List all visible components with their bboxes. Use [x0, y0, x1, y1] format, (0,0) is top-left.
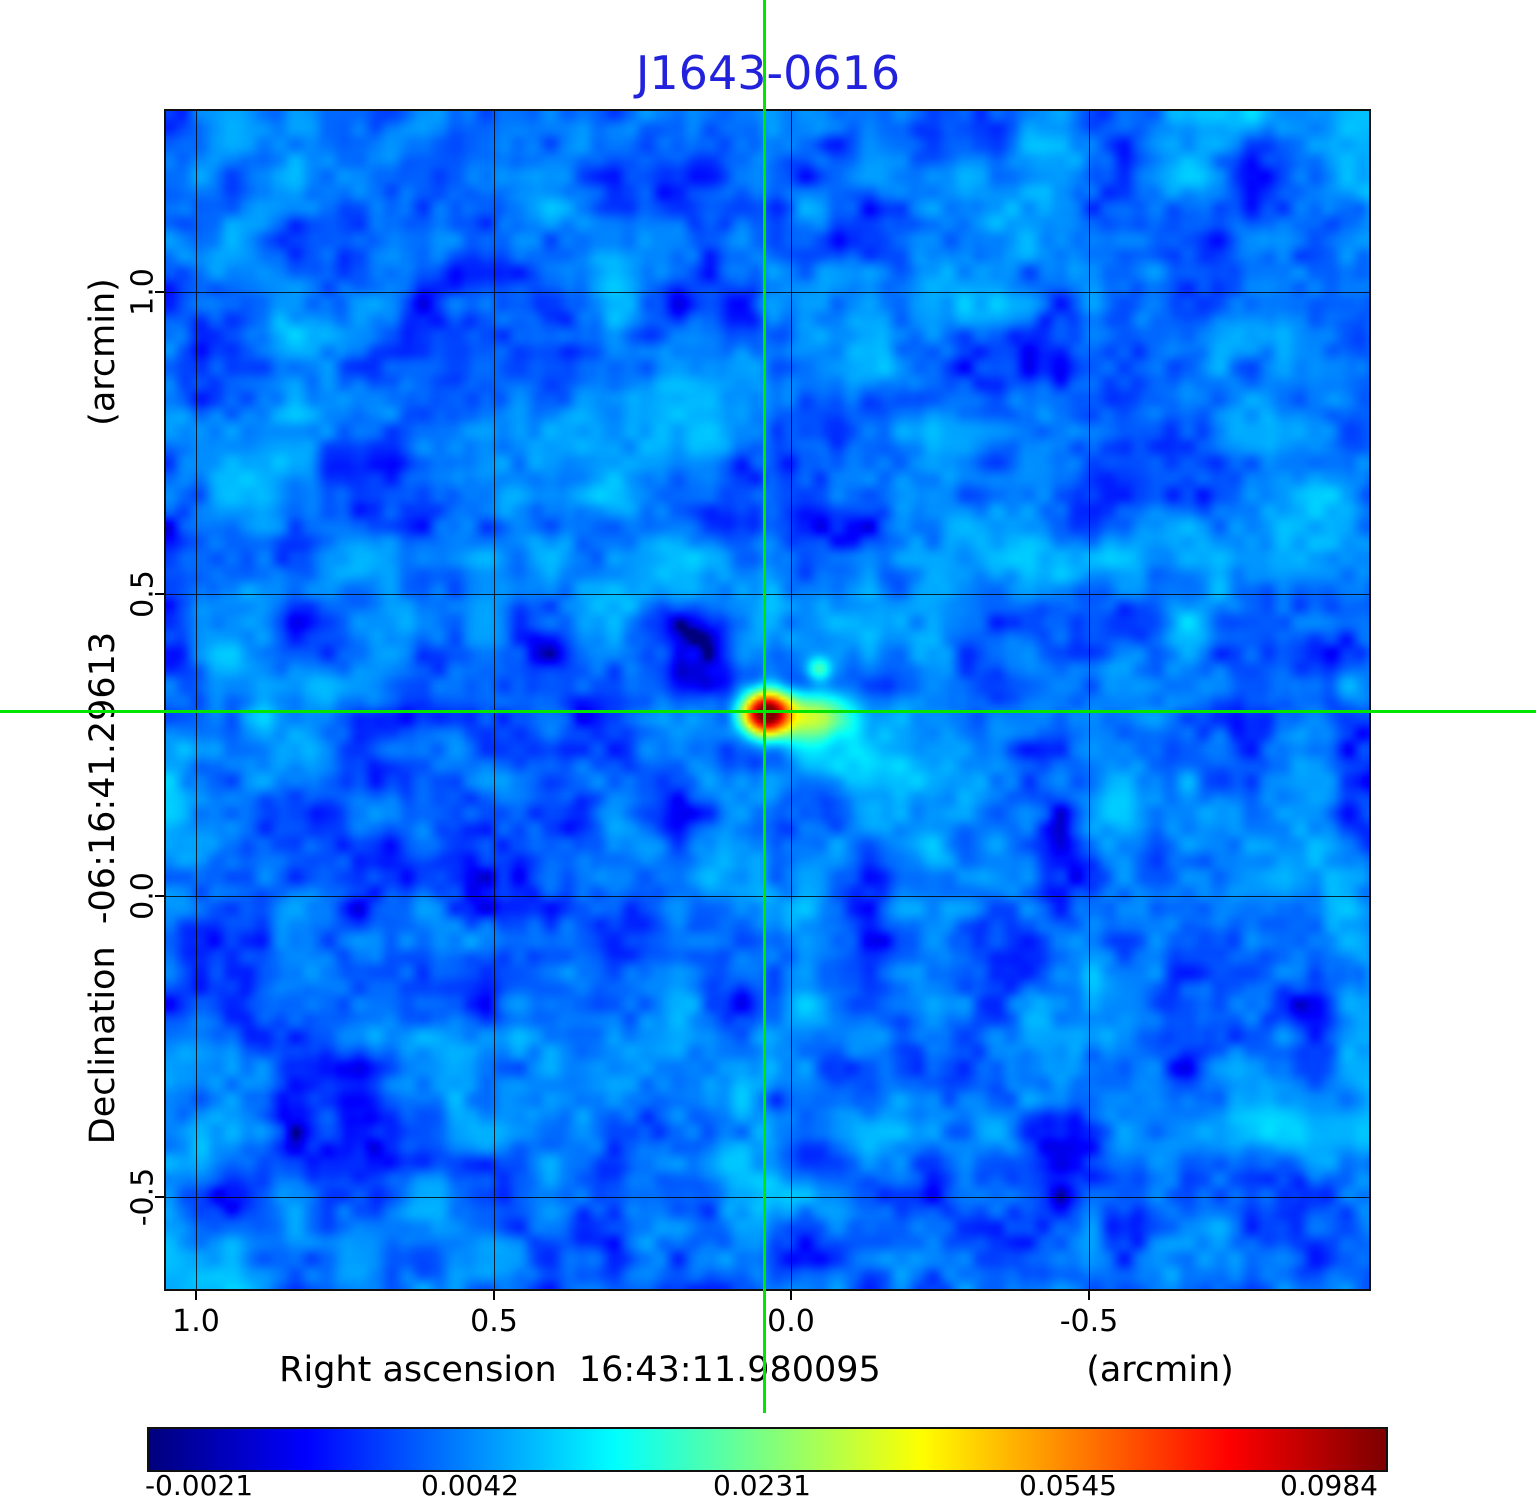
x-axis-label: Right ascension 16:43:11.980095	[279, 1350, 881, 1390]
colorbar-tick-label: 0.0042	[421, 1469, 519, 1500]
colorbar-tick-label: 0.0984	[1280, 1469, 1378, 1500]
colorbar-tick-label: -0.0021	[144, 1469, 254, 1500]
plot-area	[164, 109, 1371, 1291]
y-axis-label: Declination -06:16:41.29613	[83, 631, 123, 1145]
grid-line-horizontal	[166, 594, 1369, 595]
grid-line-horizontal	[166, 292, 1369, 293]
y-axis-unit-label: (arcmin)	[83, 278, 123, 426]
x-tick-label: 0.0	[767, 1304, 815, 1339]
y-axis-tick	[155, 1196, 164, 1198]
crosshair-vertical-line	[763, 0, 766, 1413]
y-axis-tick	[155, 895, 164, 897]
image-canvas[interactable]	[166, 111, 1369, 1289]
x-tick-label: -0.5	[1059, 1304, 1119, 1339]
y-axis-tick	[155, 593, 164, 595]
y-axis-tick	[155, 291, 164, 293]
colorbar-tick-label: 0.0545	[1019, 1469, 1117, 1500]
colorbar-tick-label: 0.0231	[713, 1469, 811, 1500]
x-axis-tick	[493, 1291, 495, 1300]
x-axis-tick	[195, 1291, 197, 1300]
grid-line-vertical	[196, 111, 197, 1289]
grid-line-horizontal	[166, 1197, 1369, 1198]
x-axis-tick	[1088, 1291, 1090, 1300]
x-tick-label: 0.5	[470, 1304, 518, 1339]
grid-line-horizontal	[166, 896, 1369, 897]
x-axis-unit-label: (arcmin)	[1086, 1350, 1234, 1390]
colorbar-canvas	[149, 1429, 1386, 1470]
plot-title: J1643-0616	[635, 46, 901, 100]
grid-line-vertical	[791, 111, 792, 1289]
grid-line-vertical	[1089, 111, 1090, 1289]
grid-line-vertical	[494, 111, 495, 1289]
crosshair-horizontal-line	[0, 710, 1536, 713]
x-axis-tick	[790, 1291, 792, 1300]
colorbar	[147, 1427, 1388, 1472]
x-tick-label: 1.0	[172, 1304, 220, 1339]
